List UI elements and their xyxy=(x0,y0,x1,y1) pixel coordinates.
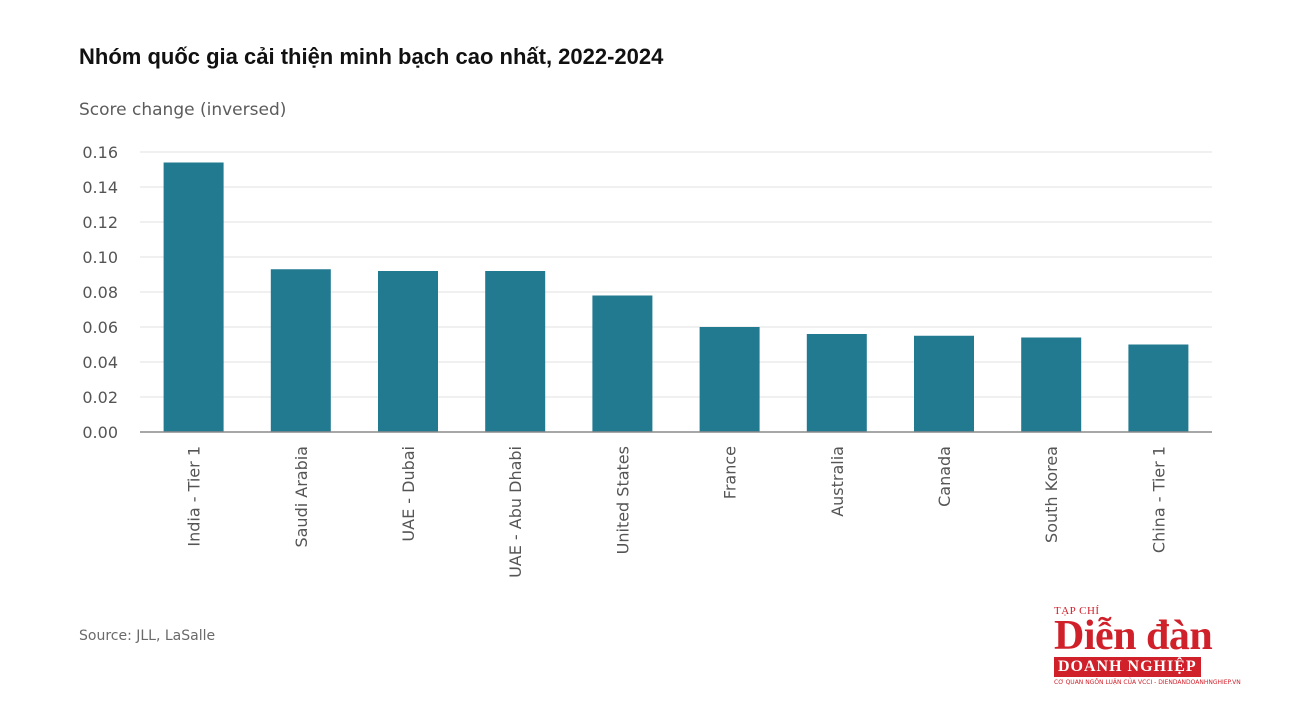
bar xyxy=(378,271,438,432)
bar xyxy=(163,162,224,432)
bar xyxy=(485,271,546,432)
x-tick-label: UAE - Dubai xyxy=(399,446,418,542)
bar xyxy=(1128,344,1189,432)
x-tick-label: Canada xyxy=(935,446,954,507)
x-tick-label: United States xyxy=(613,446,632,554)
bar xyxy=(914,335,974,432)
logo-tagline: CƠ QUAN NGÔN LUẬN CỦA VCCI - DIENDANDOAN… xyxy=(1054,679,1241,686)
x-tick-label: South Korea xyxy=(1042,446,1061,543)
x-tick-label: China - Tier 1 xyxy=(1149,446,1168,553)
publisher-logo: TẠP CHÍ Diễn đàn DOANH NGHIỆP CƠ QUAN NG… xyxy=(1054,605,1264,686)
x-tick-label: Australia xyxy=(828,446,847,517)
y-tick-label: 0.10 xyxy=(82,248,118,267)
bar xyxy=(1021,337,1082,432)
y-tick-label: 0.00 xyxy=(82,423,118,442)
bar xyxy=(270,269,331,432)
logo-main-text: Diễn đàn xyxy=(1054,613,1213,659)
y-tick-label: 0.14 xyxy=(82,178,118,197)
chart-title: Nhóm quốc gia cải thiện minh bạch cao nh… xyxy=(79,44,664,69)
x-tick-label: India - Tier 1 xyxy=(185,446,204,547)
bar xyxy=(806,334,867,432)
x-tick-label: UAE - Abu Dhabi xyxy=(506,446,525,578)
source-note: Source: JLL, LaSalle xyxy=(79,628,216,644)
y-tick-label: 0.06 xyxy=(82,318,118,337)
bar xyxy=(592,295,653,432)
logo-bar-text: DOANH NGHIỆP xyxy=(1054,657,1201,677)
y-axis-label: Score change (inversed) xyxy=(79,100,287,120)
y-tick-label: 0.12 xyxy=(82,213,118,232)
y-tick-label: 0.02 xyxy=(82,388,118,407)
x-tick-label: France xyxy=(721,446,740,499)
y-tick-label: 0.08 xyxy=(82,283,118,302)
y-tick-label: 0.04 xyxy=(82,353,118,372)
bar xyxy=(699,327,760,432)
x-tick-label: Saudi Arabia xyxy=(292,446,311,548)
logo-top-text: TẠP CHÍ xyxy=(1054,605,1100,617)
y-tick-label: 0.16 xyxy=(82,143,118,162)
